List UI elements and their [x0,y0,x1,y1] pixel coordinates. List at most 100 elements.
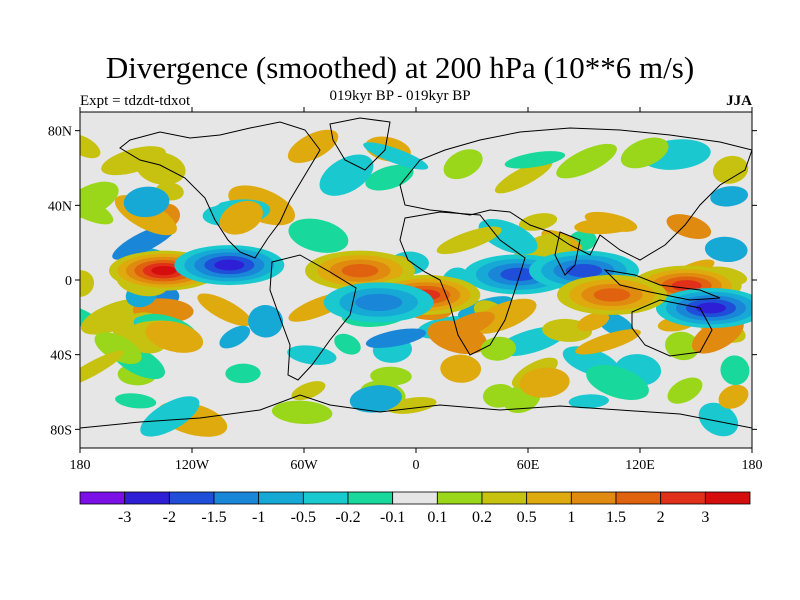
chart-title: Divergence (smoothed) at 200 hPa (10**6 … [105,50,695,85]
field-patch [363,142,429,170]
colorbar-swatch [660,491,706,505]
y-tick-label: 40S [50,349,72,364]
coastline-africa [399,211,526,356]
field-patch [519,367,570,398]
colorbar-label: -3 [118,509,131,526]
coastline-australia [631,299,713,357]
chart-subtitle: 019kyr BP - 019kyr BP [329,88,471,104]
feature-band [593,288,631,302]
x-tick-label: 120E [625,458,655,473]
colorbar-swatch [615,491,662,505]
field-patch [219,325,251,349]
x-tick-label: 180 [742,458,763,473]
colorbar-label: -1.5 [201,509,226,526]
colorbar-swatch [213,491,260,505]
field-patch [288,218,349,253]
field-patch [718,384,749,409]
field-patch [365,164,414,191]
colorbar-swatch [704,491,751,505]
field-patch [480,336,517,361]
coastline-india [554,231,581,276]
colorbar-label: 2 [657,509,665,526]
field-patch [440,354,482,383]
coastlines [80,117,752,429]
colorbar-label: 0.1 [427,509,447,526]
feature-band [355,293,403,311]
colorbar-swatch [124,491,170,505]
experiment-label: Expt = tdzdt-tdxot [80,93,191,109]
x-tick-label: 0 [413,458,420,473]
field-patch [197,293,252,327]
x-tick-label: 60W [290,458,318,473]
colorbar-swatch [526,491,572,505]
field-patch [720,355,750,386]
field-patch [443,149,483,180]
divergence-field [80,129,752,437]
coastline-antarctica [80,394,752,429]
field-patch [556,143,617,179]
feature-band [341,264,379,278]
field-patch [586,364,649,400]
field-patch [115,393,157,409]
field-patch [561,184,608,218]
field-patch [225,363,261,384]
colorbar-swatch [79,491,126,505]
colorbar-label: -2 [163,509,176,526]
field-patch [136,151,186,185]
colorbar-swatch [258,491,304,505]
colorbar-label: -1 [252,509,265,526]
colorbar-swatch [392,491,438,505]
field-patch [620,137,669,169]
field-patch [704,236,748,263]
field-patch [80,181,119,219]
coastline-north-america [119,121,321,259]
colorbar-label: -0.5 [291,509,316,526]
colorbar-label: 1 [567,509,575,526]
feature-band [695,302,726,314]
field-patch [248,305,284,338]
colorbar-label: 0.5 [517,509,537,526]
colorbar: -3 -2 -1.5 -1 -0.5 -0.2 -0.1 0.1 0.2 0.5 1 1.5 2 3 [79,491,751,526]
field-patch [219,200,263,235]
colorbar-swatch [347,491,394,505]
field-patch [518,213,558,231]
field-patch [349,385,402,413]
coastline-greenland [329,117,391,171]
colorbar-swatch [168,491,215,505]
colorbar-swatch [570,491,617,505]
colorbar-label: 1.5 [606,509,626,526]
field-patch [712,155,749,184]
colorbar-swatch [436,491,483,505]
x-tick-label: 60E [517,458,540,473]
season-label: JJA [726,93,752,109]
field-patch [568,394,609,409]
y-tick-label: 40N [48,199,72,214]
field-patch [80,350,124,388]
coastline-eurasia [399,127,752,261]
field-patch [577,312,610,332]
field-patch [334,333,361,355]
y-tick-label: 80N [48,125,72,140]
field-patch [287,129,339,163]
field-patch [140,396,200,437]
field-patch [494,159,553,194]
field-patch [365,328,427,348]
field-patch [80,298,149,335]
field-patch [80,133,101,159]
y-tick-label: 80S [50,423,72,438]
field-patch [319,154,374,196]
x-tick-label: 180 [70,458,91,473]
field-patch [94,332,142,365]
feature-band [151,266,177,276]
field-patch [504,151,566,169]
colorbar-label: 0.2 [472,509,492,526]
colorbar-label: -0.2 [335,509,360,526]
field-patch [698,402,739,437]
field-patch [370,366,412,386]
field-patch [482,383,516,408]
colorbar-swatch [481,491,528,505]
colorbar-label: -0.1 [380,509,405,526]
y-tick-label: 0 [65,274,72,289]
field-patch [574,217,635,235]
